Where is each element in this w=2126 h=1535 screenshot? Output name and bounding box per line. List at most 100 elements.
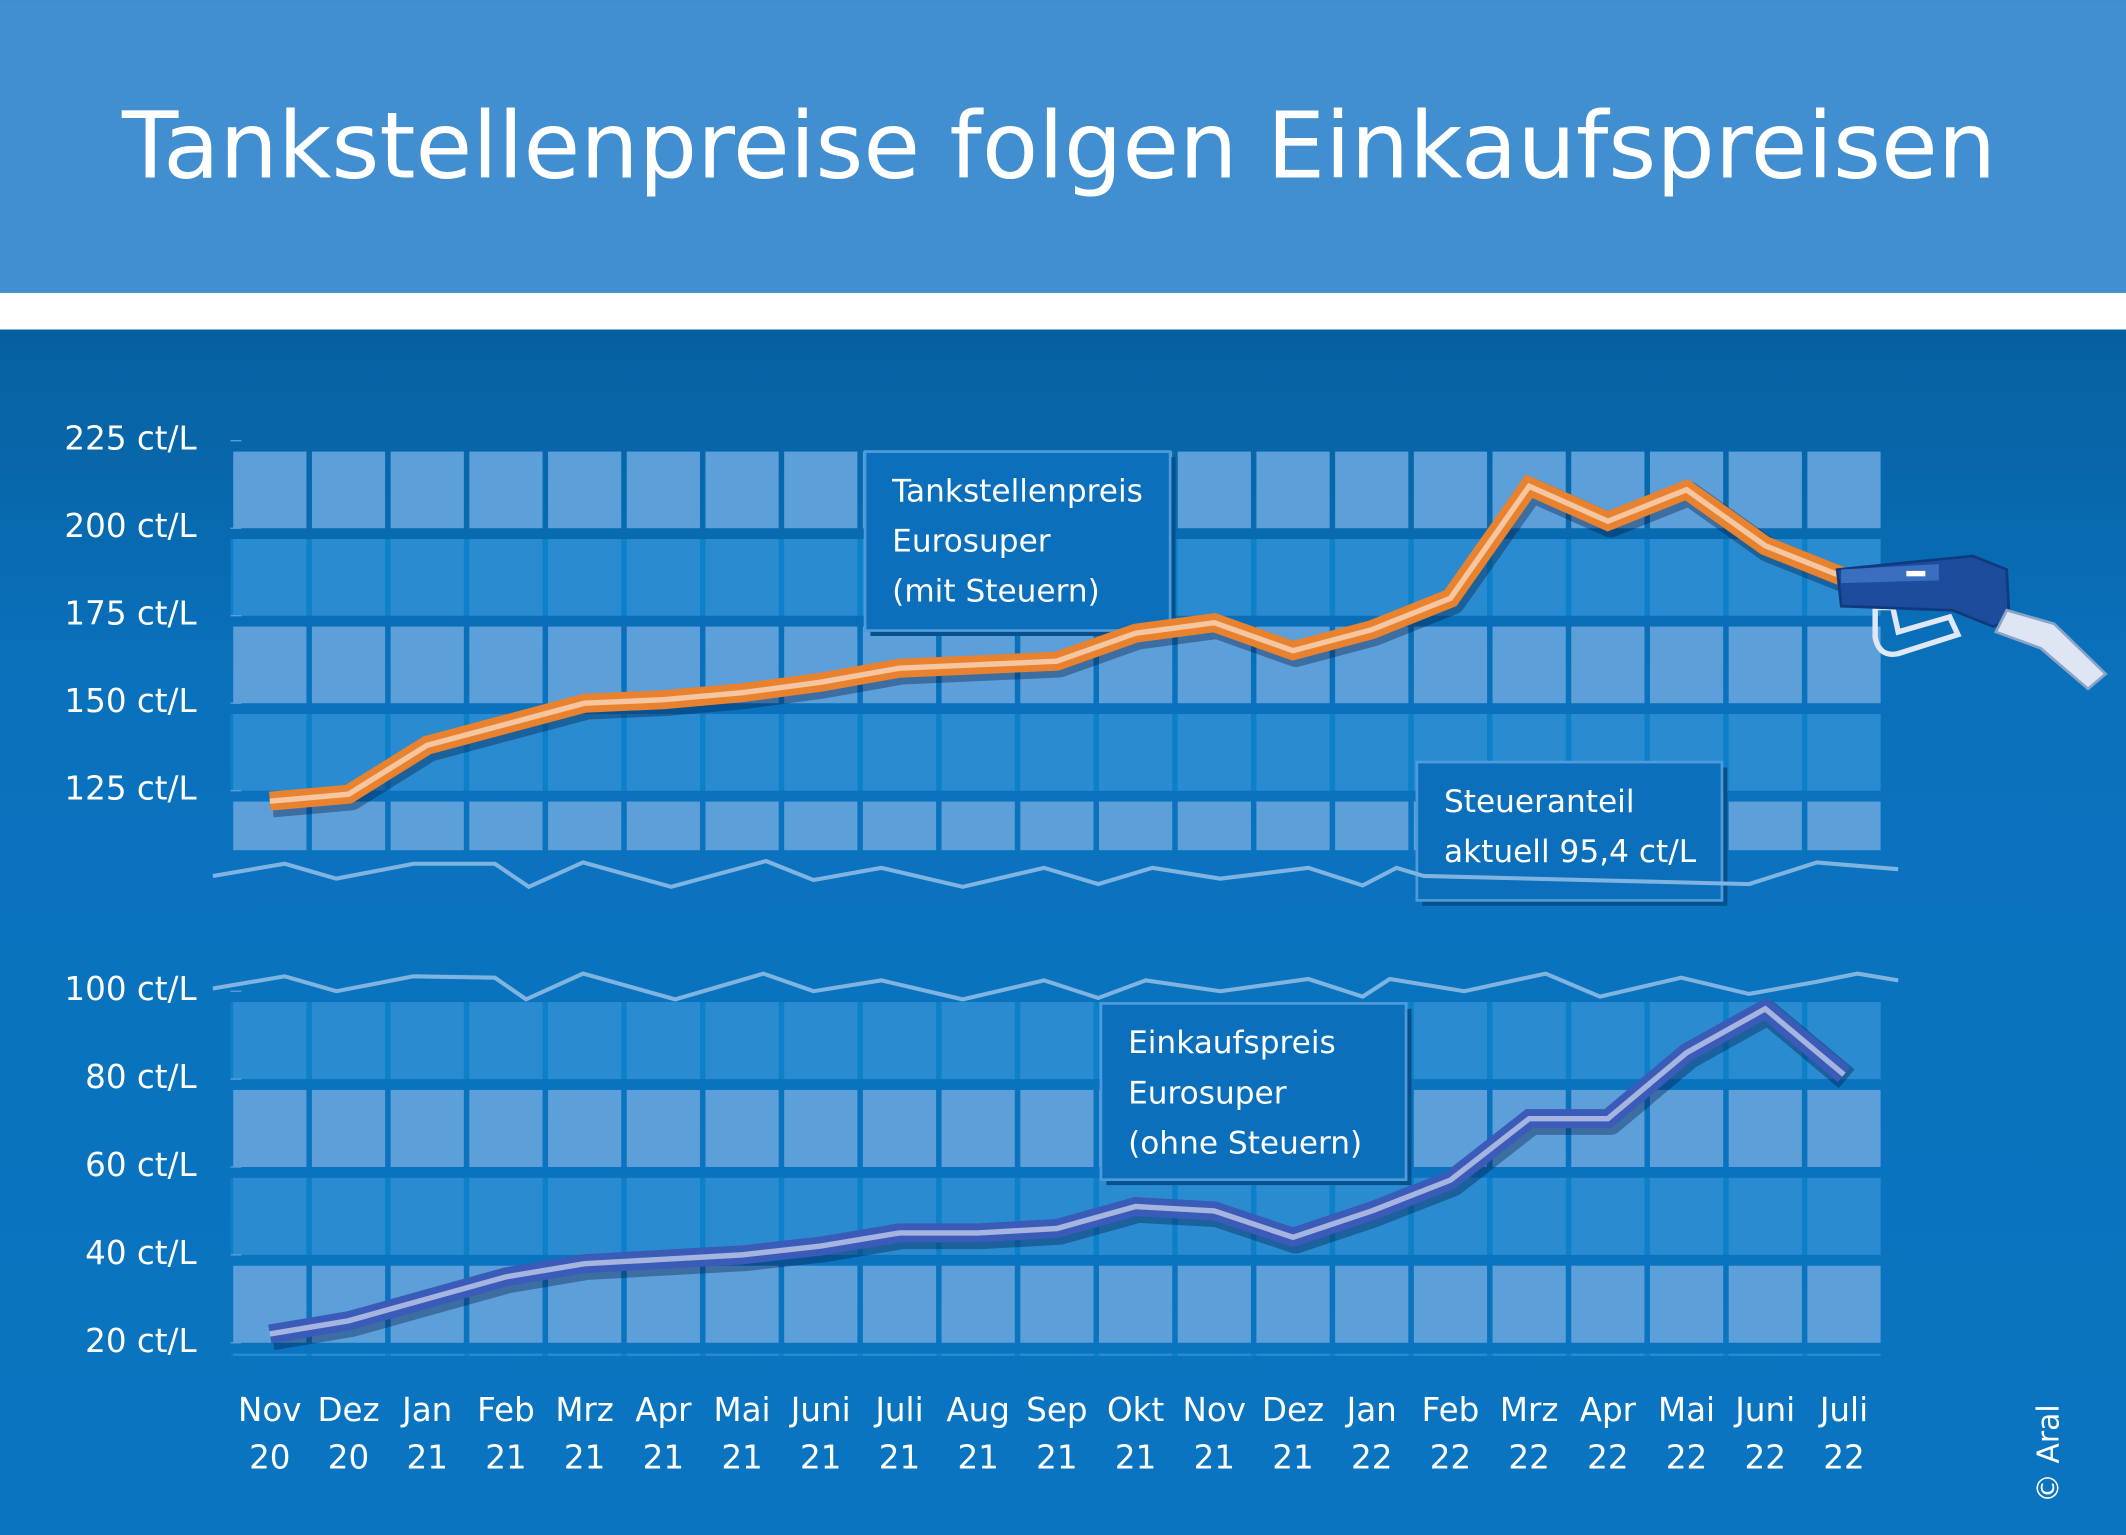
band-cell	[626, 714, 700, 791]
band-cell	[1649, 1177, 1724, 1255]
x-tick-label-box: Apr 21	[635, 1391, 692, 1477]
band-cell	[390, 1353, 464, 1356]
band-cell	[1335, 714, 1409, 791]
band-cell	[1492, 626, 1566, 704]
band-cell	[1807, 801, 1881, 851]
band-cell	[1335, 1265, 1409, 1343]
x-tick-label: Apr 21	[635, 1391, 692, 1477]
x-tick-label: Aug 21	[946, 1391, 1010, 1477]
x-tick-label: Juni 21	[790, 1391, 851, 1477]
band-cell	[705, 1353, 779, 1356]
band-cell	[311, 1002, 386, 1080]
band-cell	[390, 1002, 464, 1080]
band-cell	[1571, 539, 1645, 616]
x-tick-label: Jan 21	[402, 1391, 453, 1477]
band-cell	[1728, 451, 1802, 529]
band-cell	[548, 1002, 622, 1080]
annotation-text: Tankstellenpreis	[891, 473, 1143, 509]
x-tick-label-box: Nov 21	[1183, 1391, 1247, 1476]
y-tick-label: 225 ct/L	[64, 420, 196, 458]
y-tick-label: 40 ct/L	[85, 1234, 196, 1272]
band-cell	[784, 1089, 858, 1167]
x-tick-label-box: Dez 20	[317, 1391, 380, 1477]
band-cell	[1020, 801, 1094, 851]
x-tick-label-box: Aug 21	[946, 1391, 1010, 1477]
band-cell	[1256, 539, 1330, 616]
band-cell	[548, 539, 622, 616]
band-cell	[469, 801, 543, 851]
band-cell	[626, 451, 700, 529]
annotation-text: Eurosuper	[1128, 1075, 1287, 1111]
band-cell	[1571, 626, 1645, 704]
x-tick-label: Dez 20	[317, 1391, 380, 1477]
band-cell	[1020, 1002, 1094, 1080]
band-cell	[390, 451, 464, 529]
divider	[0, 292, 2126, 330]
band-cell	[784, 539, 858, 616]
x-tick-label: Mai 21	[713, 1391, 771, 1477]
band-cell	[705, 714, 779, 791]
band-cell	[705, 1265, 779, 1343]
band-cell	[311, 539, 386, 616]
band-cell	[1728, 714, 1802, 791]
band-cell	[862, 1353, 937, 1356]
band-cell	[1335, 451, 1409, 529]
band-cell	[1177, 1265, 1251, 1343]
band-cell	[548, 1089, 622, 1167]
band-cell	[1256, 714, 1330, 791]
band-cell	[1492, 1177, 1566, 1255]
line-highlight	[269, 1005, 1846, 1337]
band-cell	[390, 626, 464, 704]
band-cell	[705, 1177, 779, 1255]
band-cell	[390, 539, 464, 616]
band-cell	[311, 1089, 386, 1167]
x-tick-label-box: Juli 21	[875, 1391, 923, 1476]
band-cell	[233, 1089, 307, 1167]
band-cell	[862, 714, 937, 791]
band-cell	[1413, 1002, 1488, 1080]
band-cell	[784, 801, 858, 851]
band-cell	[941, 1002, 1015, 1080]
band-cell	[1728, 801, 1802, 851]
band-cell	[233, 714, 307, 791]
band-cell	[1649, 539, 1724, 616]
band-cell	[311, 626, 386, 704]
band-cell	[233, 539, 307, 616]
charts: 125 ct/L 150 ct/L 175 ct/L 200 ct/L 225 ct/L…	[64, 420, 1881, 1477]
band-cell	[233, 801, 307, 851]
band-cell	[469, 1177, 543, 1255]
annotation-box	[863, 450, 1172, 632]
x-tick-label: Mrz 21	[555, 1391, 614, 1477]
band-cell	[705, 1002, 779, 1080]
y-tick-label: 200 ct/L	[64, 507, 196, 545]
band-cell	[1020, 714, 1094, 791]
band-cell	[1335, 801, 1409, 851]
band-cell	[311, 1177, 386, 1255]
x-tick-label: Feb 21	[477, 1391, 535, 1477]
band-cell	[1413, 1265, 1488, 1343]
band-cell	[941, 1089, 1015, 1167]
band-cell	[1177, 451, 1251, 529]
x-tick-label: Jan 22	[1346, 1391, 1397, 1477]
band-cell	[1807, 451, 1881, 529]
x-tick-label: Apr 22	[1579, 1391, 1637, 1477]
x-tick-label: Feb 22	[1421, 1391, 1480, 1477]
band-cell	[941, 801, 1015, 851]
band-cell	[1571, 1002, 1645, 1080]
band-cell	[626, 801, 700, 851]
y-tick-label: 125 ct/L	[64, 770, 196, 808]
band-cell	[311, 801, 386, 851]
x-tick-label-box: Jan 21	[402, 1391, 453, 1477]
x-tick-label: Juli 22	[1819, 1391, 1869, 1477]
band-cell	[626, 1353, 700, 1356]
band-cell	[705, 539, 779, 616]
x-tick-label-box: Juni 22	[1735, 1391, 1795, 1476]
band-cell	[784, 714, 858, 791]
band-cell	[469, 626, 543, 704]
band-cell	[1807, 1177, 1881, 1255]
annotation-text: Einkaufspreis	[1128, 1025, 1336, 1061]
band-cell	[390, 801, 464, 851]
x-tick-label-box: Feb 21	[477, 1391, 535, 1477]
band-cell	[469, 451, 543, 529]
band-cell	[1020, 1089, 1094, 1167]
